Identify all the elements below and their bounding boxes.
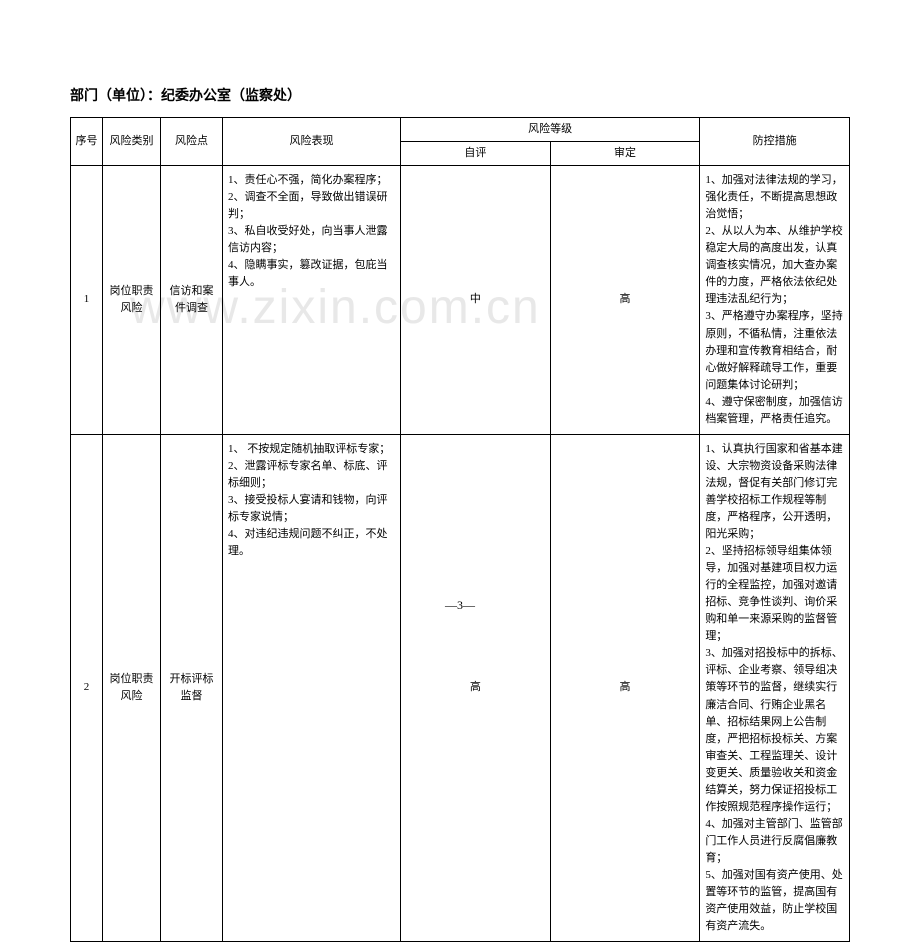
cell-self: 高 <box>401 434 551 941</box>
header-point: 风险点 <box>161 118 223 166</box>
cell-performance: 1、责任心不强，简化办案程序； 2、调查不全面，导致做出错误研判； 3、私自收受… <box>223 166 401 435</box>
cell-point: 开标评标监督 <box>161 434 223 941</box>
cell-category: 岗位职责风险 <box>103 434 161 941</box>
cell-seq: 2 <box>71 434 103 941</box>
cell-measure: 1、认真执行国家和省基本建设、大宗物资设备采购法律法规，督促有关部门修订完善学校… <box>700 434 850 941</box>
header-self: 自评 <box>401 142 551 166</box>
cell-review: 高 <box>550 166 700 435</box>
header-level: 风险等级 <box>401 118 700 142</box>
cell-seq: 1 <box>71 166 103 435</box>
cell-review: 高 <box>550 434 700 941</box>
header-measure: 防控措施 <box>700 118 850 166</box>
cell-category: 岗位职责风险 <box>103 166 161 435</box>
table-row: 2 岗位职责风险 开标评标监督 1、 不按规定随机抽取评标专家； 2、泄露评标专… <box>71 434 850 941</box>
header-seq: 序号 <box>71 118 103 166</box>
header-review: 审定 <box>550 142 700 166</box>
header-category: 风险类别 <box>103 118 161 166</box>
cell-performance: 1、 不按规定随机抽取评标专家； 2、泄露评标专家名单、标底、评标细则； 3、接… <box>223 434 401 941</box>
document-title: 部门（单位）：纪委办公室（监察处） <box>70 85 850 105</box>
cell-self: 中 <box>401 166 551 435</box>
page-content: 部门（单位）：纪委办公室（监察处） 序号 风险类别 风险点 风险表现 风险等级 … <box>70 85 850 942</box>
cell-point: 信访和案件调查 <box>161 166 223 435</box>
table-row: 1 岗位职责风险 信访和案件调查 1、责任心不强，简化办案程序； 2、调查不全面… <box>71 166 850 435</box>
cell-measure: 1、加强对法律法规的学习，强化责任，不断提高思想政治觉悟； 2、从以人为本、从维… <box>700 166 850 435</box>
risk-table: 序号 风险类别 风险点 风险表现 风险等级 防控措施 自评 审定 1 岗位职责风… <box>70 117 850 942</box>
header-performance: 风险表现 <box>223 118 401 166</box>
